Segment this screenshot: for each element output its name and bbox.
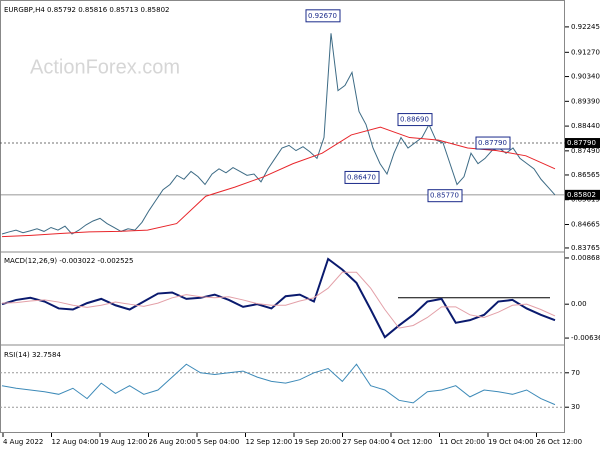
annotation-box bbox=[344, 170, 380, 184]
annotation-box bbox=[397, 113, 433, 127]
x-tick-label: 5 Sep 04:00 bbox=[197, 438, 239, 446]
x-tick-label: 19 Oct 04:00 bbox=[488, 438, 534, 446]
series-line bbox=[1, 271, 556, 329]
annotation-label: 0.92670 bbox=[308, 12, 337, 20]
x-tick-label: 26 Aug 20:00 bbox=[149, 438, 196, 446]
annotation-label: 0.87790 bbox=[478, 139, 507, 147]
x-tick-label: 11 Oct 20:00 bbox=[440, 438, 486, 446]
y-tick-label: 0.008686 bbox=[571, 254, 600, 262]
level-label: 0.85802 bbox=[567, 191, 596, 199]
series-line bbox=[1, 33, 556, 235]
series-line bbox=[1, 257, 556, 339]
x-tick-label: 12 Sep 12:00 bbox=[246, 438, 293, 446]
x-tick-label: 26 Oct 12:00 bbox=[537, 438, 583, 446]
series-line bbox=[1, 363, 556, 406]
annotation-box bbox=[427, 189, 463, 203]
x-tick-label: 12 Aug 04:00 bbox=[52, 438, 99, 446]
frame bbox=[0, 0, 565, 433]
level-box bbox=[565, 189, 600, 200]
y-tick-label: 0.87490 bbox=[571, 147, 600, 155]
x-tick-label: 4 Oct 12:00 bbox=[391, 438, 432, 446]
y-tick-label: 0.84665 bbox=[571, 220, 600, 228]
panel-title: RSI(14) 32.7584 bbox=[4, 351, 61, 359]
y-tick-label: 0.88440 bbox=[571, 122, 600, 130]
y-tick-label: 0.91270 bbox=[571, 48, 600, 56]
y-tick-label: 70 bbox=[571, 369, 580, 377]
y-tick-label: 0.00 bbox=[571, 300, 587, 308]
series-line bbox=[1, 126, 556, 238]
y-tick-label: 0.92245 bbox=[571, 23, 600, 31]
annotation-label: 0.85770 bbox=[430, 192, 459, 200]
x-tick-label: 27 Sep 04:00 bbox=[343, 438, 390, 446]
y-tick-label: 0.89390 bbox=[571, 97, 600, 105]
annotation-box bbox=[475, 136, 511, 150]
y-tick-label: 30 bbox=[571, 403, 580, 411]
y-tick-label: 0.90340 bbox=[571, 73, 600, 81]
panel-title: EURGBP,H4 0.85792 0.85816 0.85713 0.8580… bbox=[4, 6, 170, 14]
panel-title: MACD(12,26,9) -0.003022 -0.002525 bbox=[4, 257, 133, 265]
annotation-box bbox=[305, 9, 341, 23]
annotation-label: 0.86470 bbox=[347, 173, 376, 181]
x-tick-label: 19 Sep 20:00 bbox=[294, 438, 341, 446]
level-label: 0.87790 bbox=[567, 139, 596, 147]
y-tick-label: 0.83765 bbox=[571, 244, 600, 252]
y-tick-label: 0.86565 bbox=[571, 171, 600, 179]
y-tick-label: -0.006366 bbox=[571, 334, 600, 342]
x-tick-label: 4 Aug 2022 bbox=[3, 438, 43, 446]
x-tick-label: 19 Aug 12:00 bbox=[100, 438, 147, 446]
annotation-label: 0.88690 bbox=[400, 116, 429, 124]
watermark: ActionForex.com bbox=[30, 56, 180, 78]
level-box bbox=[565, 138, 600, 149]
